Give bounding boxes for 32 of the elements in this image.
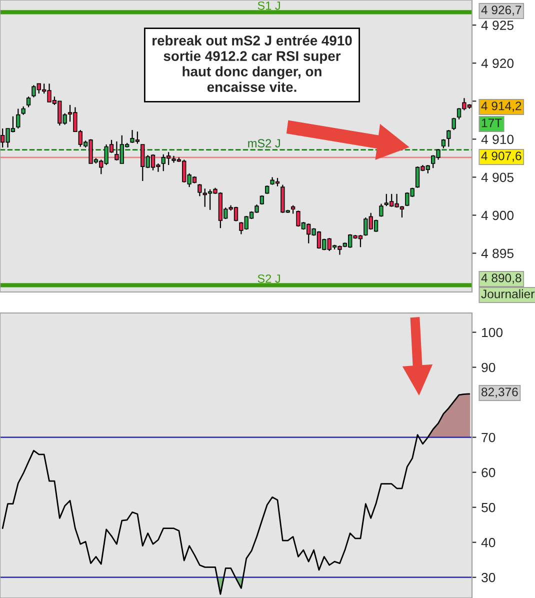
text: 17T	[482, 118, 502, 128]
text: 82,376	[482, 388, 518, 398]
y-tick-label: 4 920	[481, 58, 514, 68]
y-tick-label: 50	[482, 502, 496, 512]
y-tick-label: 40	[481, 538, 496, 548]
ref-line-label: S1 J	[258, 1, 280, 10]
y-tick-label: 90	[482, 362, 496, 372]
candlestick	[452, 117, 456, 131]
text: 4 914,2	[481, 102, 522, 112]
text: 4 907,6	[481, 152, 522, 162]
ref-line-label: mS2 J	[248, 139, 280, 148]
y-tick-label: 4 895	[481, 248, 514, 258]
candlestick	[16, 108, 20, 130]
line-series	[2, 393, 470, 595]
y-tick-label: 70	[482, 432, 496, 442]
text: 4 926,7	[481, 6, 522, 16]
candlestick	[260, 194, 264, 206]
y-tick-label: 4 905	[481, 172, 514, 182]
candlestick	[26, 96, 31, 108]
candlestick	[441, 138, 446, 149]
text: Journalier	[481, 289, 534, 298]
y-tick-label: 4 900	[481, 210, 514, 220]
candlestick	[446, 129, 451, 148]
candlestick	[379, 203, 384, 218]
annotation: rebreak out mS2 J entrée 4910 sortie 4912.2 car RSI super haut donc danger, on encaisse vite.	[152, 35, 352, 92]
y-tick-label: 60	[482, 468, 496, 478]
y-tick-label: 4 910	[481, 134, 514, 144]
text: 4 890,8	[481, 274, 522, 284]
y-tick-label: 30	[482, 572, 496, 582]
y-tick-label: 4 925	[481, 20, 514, 30]
ref-line-label: S2 J	[258, 274, 280, 283]
y-tick-label: 100	[482, 328, 503, 338]
